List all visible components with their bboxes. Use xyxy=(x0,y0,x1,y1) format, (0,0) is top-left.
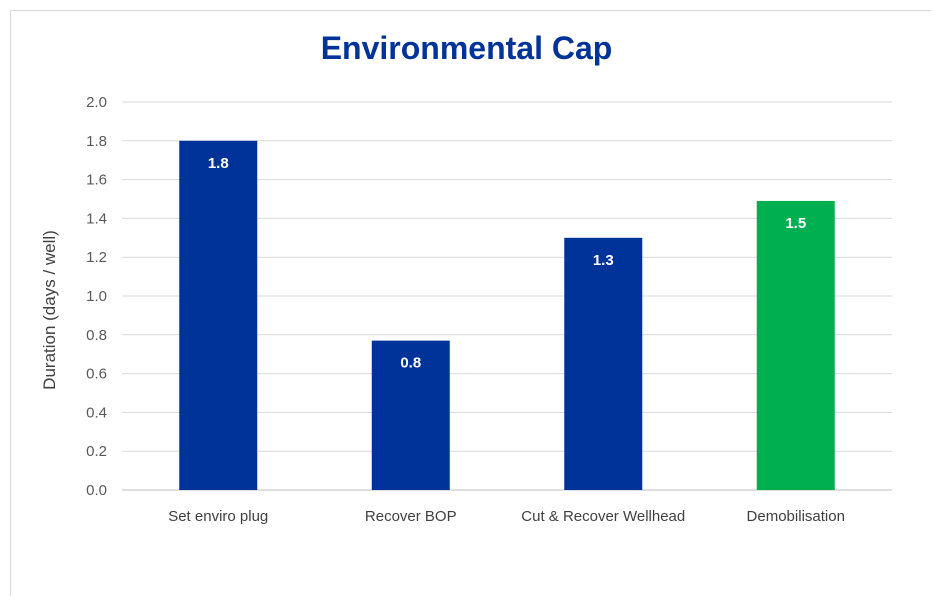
data-label: 0.8 xyxy=(400,355,421,372)
bar xyxy=(756,200,835,490)
bars xyxy=(179,140,835,491)
y-tick-label: 1.6 xyxy=(86,172,107,189)
y-tick-label: 0.8 xyxy=(86,327,107,344)
y-tick-label: 2.0 xyxy=(86,94,107,111)
category-label: Set enviro plug xyxy=(168,508,268,525)
y-tick-label: 1.4 xyxy=(86,210,107,227)
data-labels: 1.8 0.8 1.3 1.5 xyxy=(208,155,806,372)
chart-title: Environmental Cap xyxy=(320,30,613,66)
y-axis-label: Duration (days / well) xyxy=(40,230,59,390)
bar xyxy=(371,340,450,490)
y-tick-label: 1.8 xyxy=(86,133,107,150)
data-label: 1.5 xyxy=(785,215,806,232)
data-label: 1.8 xyxy=(208,155,229,172)
y-tick-label: 1.2 xyxy=(86,249,107,266)
bar xyxy=(179,140,258,491)
category-label: Cut & Recover Wellhead xyxy=(521,508,685,525)
y-tick-label: 0.6 xyxy=(86,366,107,383)
y-tick-labels: 0.0 0.2 0.4 0.6 0.8 1.0 1.2 1.4 1.6 1.8 2.0 xyxy=(86,94,107,499)
category-label: Demobilisation xyxy=(747,508,845,525)
data-label: 1.3 xyxy=(593,252,614,269)
bar xyxy=(564,237,643,490)
category-label: Recover BOP xyxy=(365,508,457,525)
y-tick-label: 0.2 xyxy=(86,443,107,460)
category-labels: Set enviro plug Recover BOP Cut & Recover … xyxy=(168,508,845,525)
chart-frame xyxy=(10,10,931,596)
y-tick-label: 1.0 xyxy=(86,288,107,305)
y-tick-label: 0.0 xyxy=(86,482,107,499)
y-tick-label: 0.4 xyxy=(86,404,107,421)
